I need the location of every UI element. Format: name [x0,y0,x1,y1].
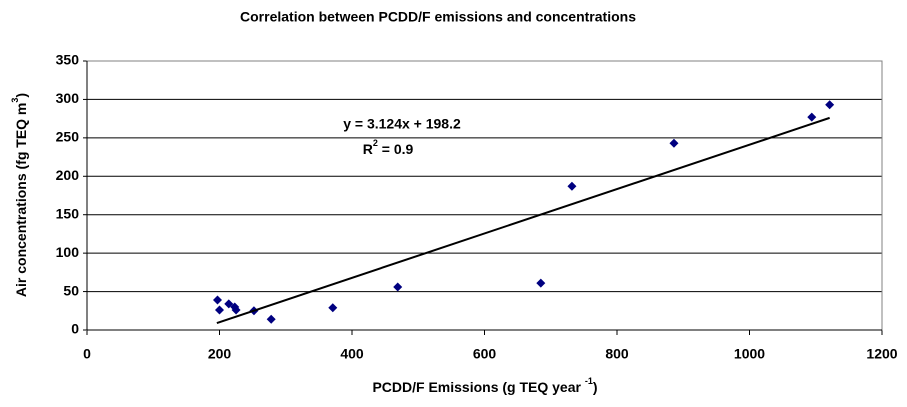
marker [807,112,817,122]
marker [213,295,223,305]
equation: y = 3.124x + 198.2 [343,116,461,132]
marker [224,299,234,309]
x-axis-label: PCDD/F Emissions (g TEQ year -1) [372,376,597,394]
r-squared-sup: 2 [373,138,378,148]
x-tick-label: 0 [83,346,91,362]
x-tick-label: 1000 [734,346,765,362]
trendline [216,116,830,325]
marker [567,181,577,191]
marker [825,100,835,110]
marker [669,138,679,148]
y-tick-label: 100 [56,244,80,260]
marker [393,282,403,292]
r-squared-end: = 0.9 [378,141,414,157]
y-tick-label: 50 [63,282,79,298]
y-tick-label: 250 [56,129,80,145]
marker [536,278,546,288]
y-tick-label: 300 [56,90,80,106]
x-axis-label-text: PCDD/F Emissions (g TEQ year [372,379,584,395]
r-squared: R2 = 0.9 [363,138,414,156]
marker [215,305,224,315]
y-tick-label: 150 [56,205,80,221]
marker [231,305,241,315]
marker [328,303,338,313]
marker [266,314,276,324]
x-axis-label-end: ) [593,379,598,395]
y-axis-label: Air concentrations (fg TEQ m3) [10,93,28,297]
y-axis-label-text: Air concentrations (fg TEQ m [13,103,29,297]
x-tick-label: 1200 [866,346,897,362]
y-tick-label: 0 [71,321,79,337]
x-tick-label: 600 [473,346,497,362]
y-tick-label: 350 [56,52,80,68]
x-axis-label-sup: -1 [585,376,593,386]
r-squared-text: R [363,141,373,157]
chart-title: Correlation between PCDD/F emissions and… [240,9,636,25]
y-axis-label-sup: 3 [10,98,20,103]
y-axis-label-end: ) [13,93,29,98]
x-tick-label: 800 [605,346,629,362]
x-tick-label: 200 [208,346,232,362]
y-tick-label: 200 [56,167,80,183]
x-tick-label: 400 [340,346,364,362]
